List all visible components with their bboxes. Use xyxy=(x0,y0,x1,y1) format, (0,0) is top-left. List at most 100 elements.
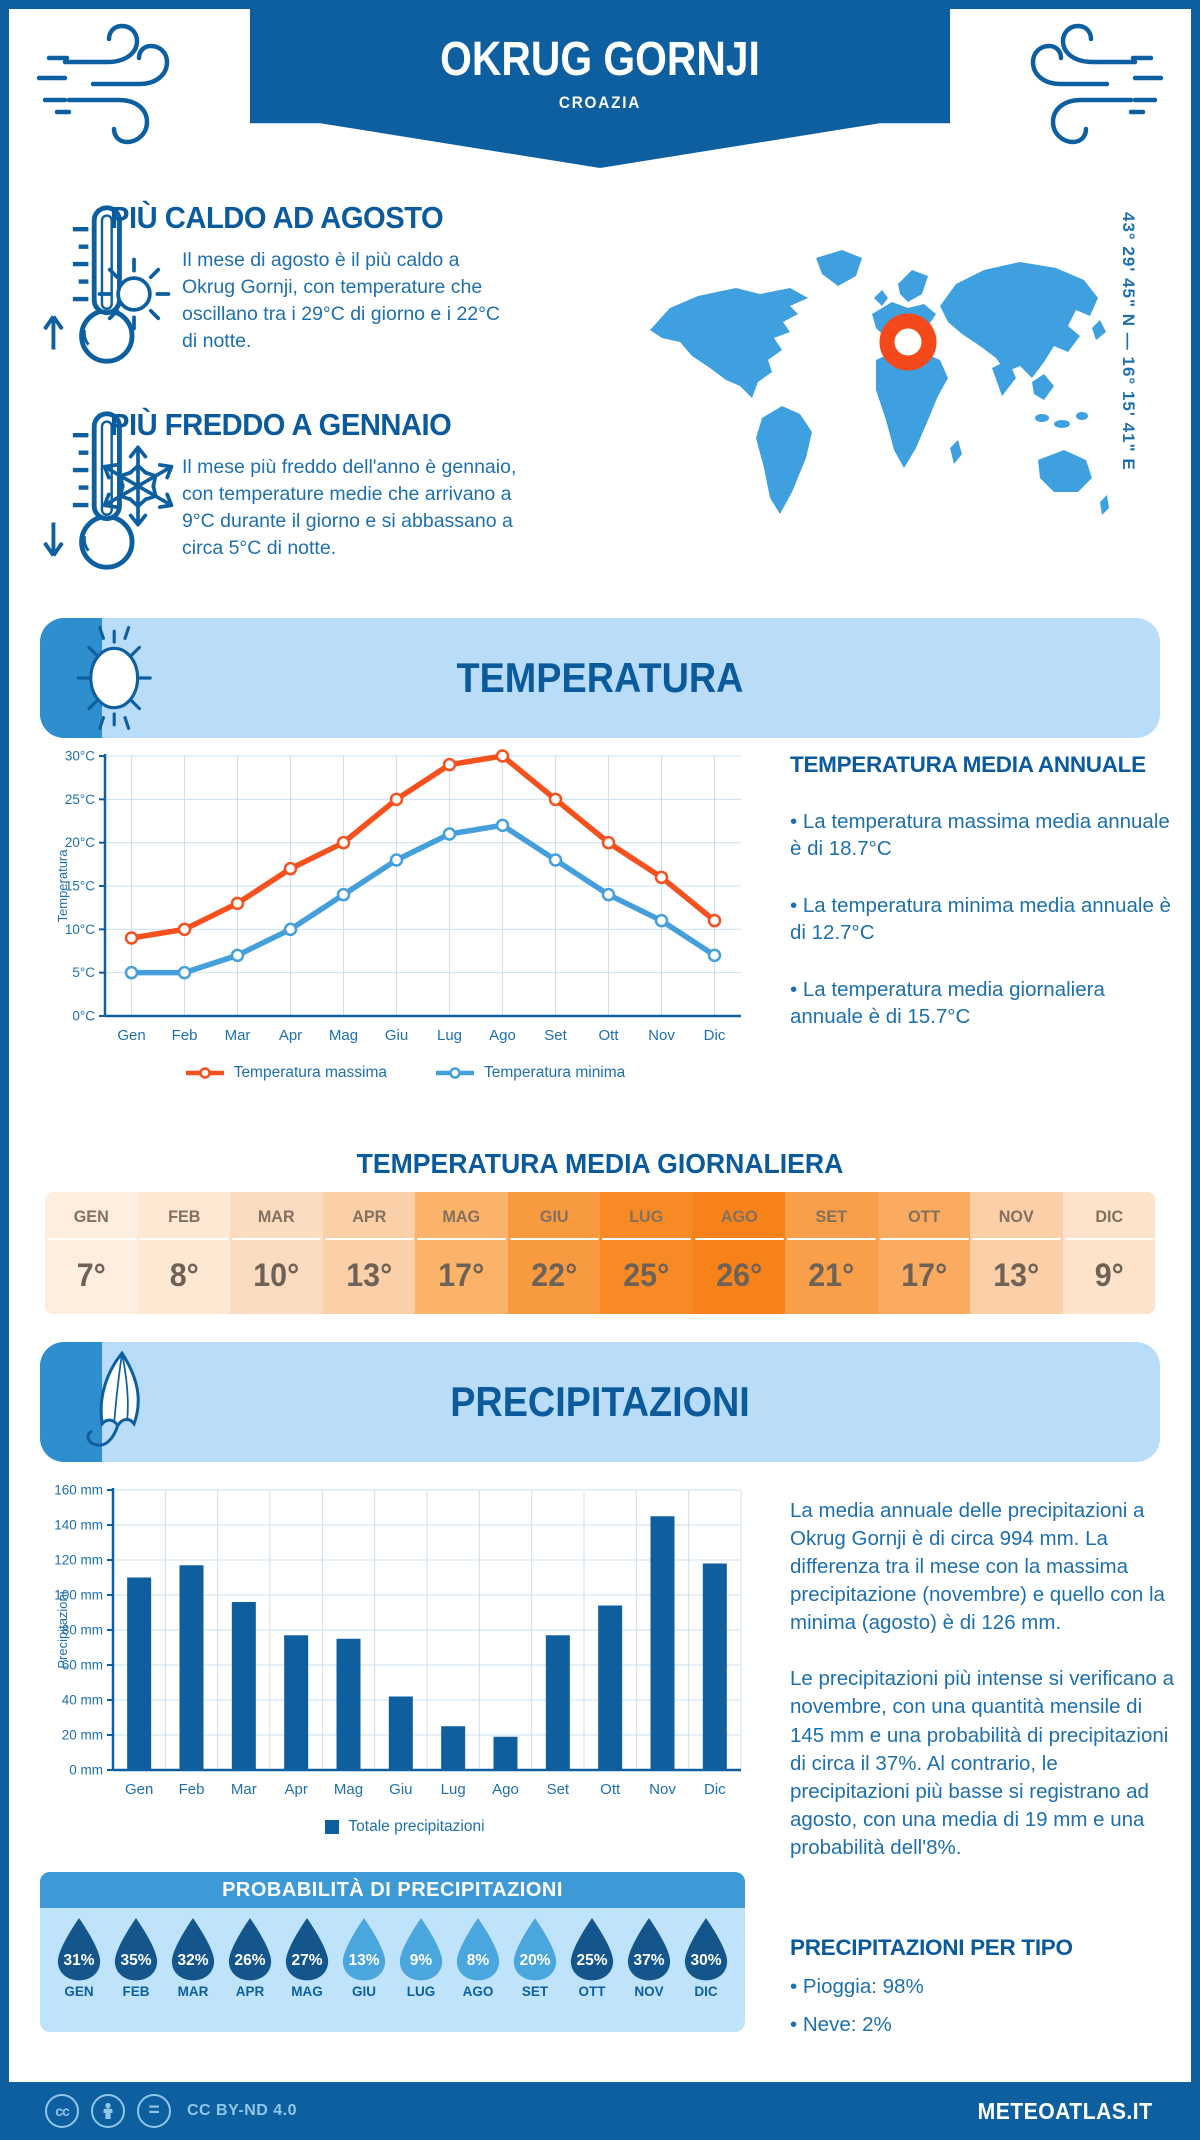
temperature-chart-svg: 0°C 5°C 10°C 15°C 20°C 25°C 30°C Gen Feb Mar Apr Ma… xyxy=(55,749,741,1045)
droplet-icon xyxy=(342,1918,386,1981)
bar xyxy=(179,1565,204,1770)
precipitation-summary: La media annuale delle precipitazioni a … xyxy=(790,1497,1180,1862)
temperature-chart: 0°C 5°C 10°C 15°C 20°C 25°C 30°C Gen Feb Mar Apr Ma… xyxy=(55,744,755,1082)
bar xyxy=(545,1635,570,1770)
table-cell-set: SET 21° xyxy=(785,1192,878,1314)
droplet-apr: 26% APR xyxy=(223,1916,277,1999)
bar xyxy=(336,1638,361,1770)
table-cell-giu: GIU 22° xyxy=(507,1192,600,1314)
highlight-cold-text: Il mese più freddo dell'anno è gennaio, … xyxy=(182,456,517,559)
droplet-ago: 8% AGO xyxy=(451,1916,505,1999)
table-cell-apr: APR 13° xyxy=(322,1192,415,1314)
svg-text:20°C: 20°C xyxy=(65,835,95,850)
svg-text:0 mm: 0 mm xyxy=(69,1763,103,1778)
svg-text:Gen: Gen xyxy=(125,1781,153,1798)
header-banner: OKRUG GORNJI CROAZIA xyxy=(250,8,950,168)
sun-banner-icon xyxy=(76,626,152,730)
droplet-feb: 35% FEB xyxy=(109,1916,163,1999)
precipitation-paragraph: Le precipitazioni più intense si verific… xyxy=(790,1667,1175,1859)
droplet-dic: 30% DIC xyxy=(679,1916,733,1999)
by-type-bullet: • Pioggia: 98% xyxy=(790,1975,924,1998)
highlight-hot-text: Il mese di agosto è il più caldo a Okrug… xyxy=(182,249,501,352)
sun-icon xyxy=(97,257,171,331)
table-cell-gen: GEN 7° xyxy=(45,1192,138,1314)
svg-text:Lug: Lug xyxy=(441,1781,466,1798)
page-title: OKRUG GORNJI xyxy=(440,33,760,86)
droplet-icon xyxy=(513,1918,557,1981)
line-series xyxy=(128,822,718,976)
table-cell-ott: OTT 17° xyxy=(877,1192,970,1314)
svg-text:Gen: Gen xyxy=(117,1027,145,1044)
legend-item: Temperatura massima xyxy=(185,1064,387,1082)
droplet-icon xyxy=(114,1918,158,1981)
daily-temperature-table: GEN 7° FEB 8° MAR 10° APR 13° MAG 17° GIU 22° LUG 25°… xyxy=(45,1192,1155,1314)
bar xyxy=(231,1602,256,1770)
svg-text:Dic: Dic xyxy=(704,1027,726,1044)
by-type-title: PRECIPITAZIONI PER TIPO xyxy=(790,1935,1073,1960)
line-markers xyxy=(124,749,722,945)
line-series xyxy=(128,753,718,941)
probability-panel: PROBABILITÀ DI PRECIPITAZIONI 31% GEN 35% F… xyxy=(40,1872,745,2032)
droplet-icon xyxy=(627,1918,671,1981)
precipitation-section-title: PRECIPITAZIONI xyxy=(450,1378,750,1425)
continents xyxy=(650,250,1109,515)
table-cell-nov: NOV 13° xyxy=(970,1192,1063,1314)
droplet-icon xyxy=(570,1918,614,1981)
droplet-lug: 9% LUG xyxy=(394,1916,448,1999)
bar xyxy=(493,1736,518,1770)
bar xyxy=(127,1577,152,1770)
svg-text:30°C: 30°C xyxy=(65,749,95,764)
table-cell-feb: FEB 8° xyxy=(137,1192,230,1314)
droplet-icon xyxy=(456,1918,500,1981)
cc-license-icons: cc = xyxy=(45,2094,171,2128)
table-cell-mag: MAG 17° xyxy=(415,1192,508,1314)
svg-text:Giu: Giu xyxy=(389,1781,412,1798)
chart-ylabel: Precipitazioni xyxy=(55,1591,70,1668)
svg-text:0°C: 0°C xyxy=(72,1009,95,1024)
droplet-icon xyxy=(171,1918,215,1981)
svg-text:Dic: Dic xyxy=(704,1781,726,1798)
svg-text:Lug: Lug xyxy=(437,1027,462,1044)
svg-text:Mag: Mag xyxy=(329,1027,358,1044)
svg-text:100 mm: 100 mm xyxy=(55,1588,103,1603)
svg-text:Apr: Apr xyxy=(284,1781,307,1798)
bar xyxy=(388,1696,413,1770)
precipitation-chart: 0 mm 20 mm 40 mm 60 mm 80 mm 100 mm 120 mm 140 … xyxy=(55,1478,755,1836)
table-cell-dic: DIC 9° xyxy=(1062,1192,1155,1314)
chart-axis-labels: 0°C 5°C 10°C 15°C 20°C 25°C 30°C Gen Feb Mar Apr Ma… xyxy=(55,749,726,1045)
license-label: CC BY-ND 4.0 xyxy=(187,2102,298,2119)
page-subtitle: CROAZIA xyxy=(558,93,642,112)
wind-icon xyxy=(1030,23,1164,145)
svg-text:Feb: Feb xyxy=(172,1027,198,1044)
wind-icon xyxy=(36,23,170,145)
site-label: METEOATLAS.IT xyxy=(977,2097,1153,2124)
page-border-right xyxy=(1191,0,1200,2140)
bar-series xyxy=(127,1516,727,1770)
svg-text:Ago: Ago xyxy=(489,1027,516,1044)
svg-text:Ott: Ott xyxy=(600,1781,621,1798)
world-map xyxy=(640,210,1110,540)
chart-grid xyxy=(105,755,741,1016)
precipitation-paragraph: La media annuale delle precipitazioni a … xyxy=(790,1499,1165,1635)
svg-text:Ott: Ott xyxy=(598,1027,619,1044)
bar xyxy=(441,1726,466,1770)
svg-text:40 mm: 40 mm xyxy=(62,1693,103,1708)
bar xyxy=(598,1605,623,1770)
probability-droplets: 31% GEN 35% FEB 32% MAR 26% APR 27% MAG 13% GIU 9% LU… xyxy=(40,1908,745,1999)
svg-text:Apr: Apr xyxy=(279,1027,302,1044)
droplet-gen: 31% GEN xyxy=(52,1916,106,1999)
droplet-set: 20% SET xyxy=(508,1916,562,1999)
highlight-cold-title: PIÙ FREDDO A GENNAIO xyxy=(110,407,452,442)
chart-ylabel: Temperatura xyxy=(55,849,70,923)
svg-text:Ago: Ago xyxy=(492,1781,519,1798)
line-markers xyxy=(124,818,722,980)
temperature-banner: TEMPERATURA xyxy=(40,618,1160,738)
legend-item: Totale precipitazioni xyxy=(325,1818,485,1836)
precipitation-chart-svg: 0 mm 20 mm 40 mm 60 mm 80 mm 100 mm 120 mm 140 … xyxy=(55,1483,742,1798)
probability-title: PROBABILITÀ DI PRECIPITAZIONI xyxy=(40,1872,745,1908)
svg-text:Mar: Mar xyxy=(225,1027,251,1044)
precipitation-chart-legend: Totale precipitazioni xyxy=(55,1818,755,1836)
page-border-left xyxy=(0,0,9,2140)
cc-attribution-icon xyxy=(91,2094,125,2128)
